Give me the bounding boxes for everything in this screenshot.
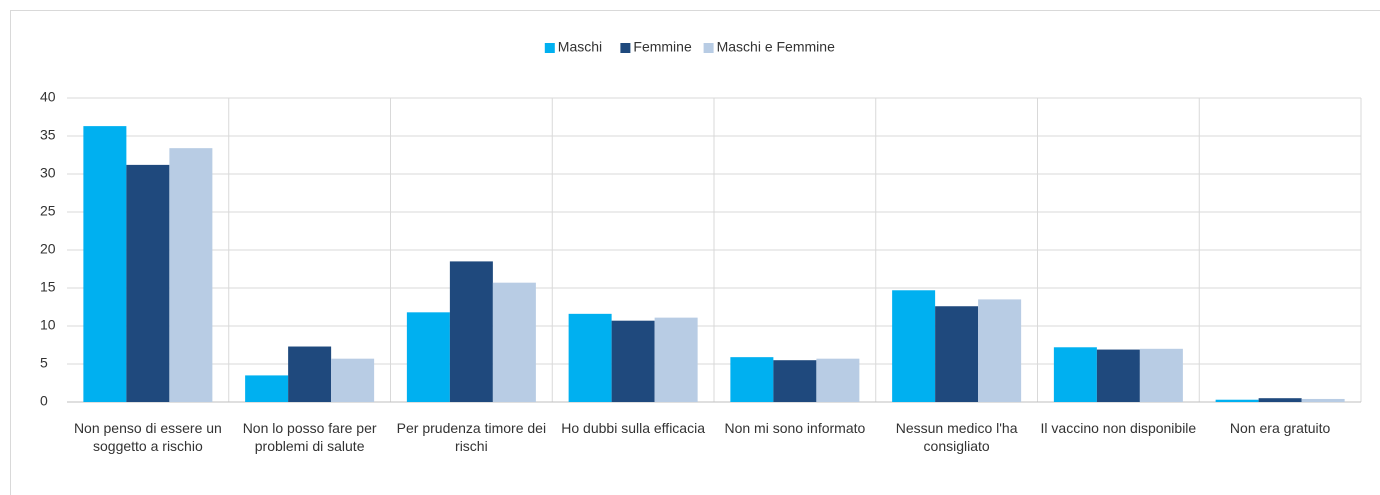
y-tick-label: 40 [40,89,56,105]
legend-label: Femmine [633,39,692,55]
bar [1096,349,1140,402]
bar [126,164,170,402]
y-tick-label: 5 [40,355,48,371]
bar [773,360,817,402]
x-tick-label: Per prudenza timore dei rischi [396,420,547,454]
bar [1053,347,1097,402]
bar [654,317,698,402]
bar [568,313,612,402]
bar [1215,399,1259,402]
bar [449,261,493,402]
x-tick-label: Il vaccino non disponibile [1040,420,1197,436]
bar [1139,348,1183,402]
x-tick-label: Ho dubbi sulla efficacia [561,420,705,436]
y-tick-label: 35 [40,127,56,143]
y-tick-label: 0 [40,393,48,409]
legend-label: Maschi [558,39,602,55]
bar [1258,398,1302,402]
bar [978,299,1022,402]
bar [83,126,127,403]
x-tick-label: Non lo posso fare per problemi di salute [242,420,377,454]
bar [492,282,536,402]
y-tick-label: 15 [40,279,56,295]
bar [892,290,936,402]
legend-swatch [620,43,631,53]
bar [331,358,375,402]
x-tick-label: Non penso di essere un soggetto a rischi… [73,420,222,454]
x-tick-label: Nessun medico l'ha consigliato [895,420,1018,454]
legend-label: Maschi e Femmine [717,39,835,55]
chart-border [10,10,1380,495]
y-tick-label: 25 [40,203,56,219]
y-tick-label: 20 [40,241,56,257]
x-tick-label: Non era gratuito [1229,420,1331,436]
bar [1301,398,1345,402]
legend-swatch [703,43,714,53]
legend-swatch [544,43,555,53]
bar [288,346,332,402]
y-tick-label: 30 [40,165,56,181]
y-tick-label: 10 [40,317,56,333]
x-tick-label: Non mi sono informato [724,420,866,436]
bar [245,375,289,402]
bar [816,358,860,402]
bar [169,148,213,402]
bar [935,306,979,402]
bar [730,357,774,402]
bar [406,312,450,402]
bar [611,320,655,402]
